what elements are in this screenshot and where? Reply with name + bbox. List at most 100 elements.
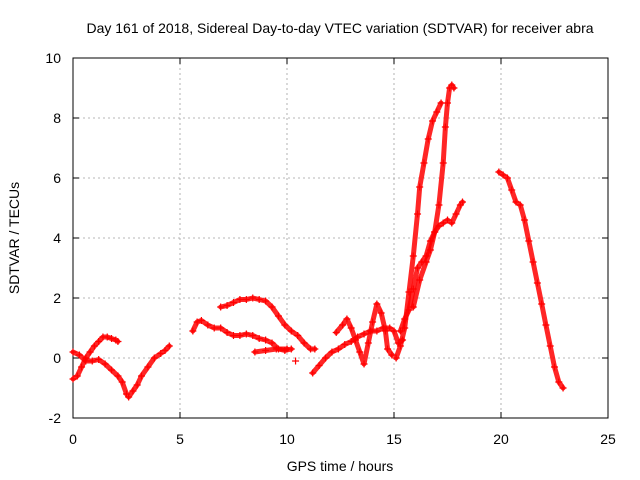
data-point	[503, 174, 511, 182]
data-point	[165, 342, 173, 350]
series-trace	[252, 346, 290, 355]
data-point	[416, 183, 424, 191]
data-point	[559, 384, 567, 392]
data-point	[396, 327, 404, 335]
data-point	[193, 318, 201, 326]
series-seg10	[396, 198, 466, 335]
data-point	[114, 338, 122, 345]
axis-ticks	[72, 57, 609, 419]
data-point	[255, 335, 263, 342]
data-point	[150, 354, 158, 362]
data-point	[101, 360, 109, 368]
data-point	[416, 276, 424, 284]
data-point	[508, 186, 516, 194]
data-point	[294, 332, 302, 339]
y-tick-label: 6	[53, 170, 61, 186]
data-point	[373, 300, 381, 308]
data-point	[347, 324, 355, 332]
data-point	[373, 327, 381, 335]
data-point	[95, 338, 103, 345]
data-point	[230, 332, 237, 339]
x-tick-label: 25	[600, 431, 616, 447]
data-point	[230, 299, 237, 306]
data-point	[360, 360, 368, 368]
y-tick-label: -2	[49, 410, 62, 426]
data-point	[551, 363, 558, 371]
data-point	[529, 258, 537, 266]
data-point	[292, 357, 300, 365]
data-point	[422, 258, 430, 266]
data-point	[108, 366, 116, 374]
data-point	[274, 312, 282, 320]
data-point	[351, 336, 359, 344]
y-tick-label: 8	[53, 110, 61, 126]
data-point	[108, 335, 116, 342]
data-point	[409, 303, 417, 311]
data-point	[255, 296, 263, 303]
data-point	[538, 300, 546, 308]
data-point	[268, 303, 276, 311]
data-point	[73, 372, 81, 380]
data-point	[217, 324, 225, 332]
data-point	[95, 356, 103, 363]
data-point	[364, 339, 372, 347]
data-point	[197, 317, 205, 324]
data-point	[499, 171, 507, 179]
data-point	[69, 375, 77, 383]
data-point	[189, 327, 197, 335]
data-point	[88, 357, 96, 365]
series-seg3	[189, 317, 295, 354]
data-point	[341, 341, 349, 348]
data-point	[439, 219, 447, 227]
series-seg4	[217, 294, 319, 353]
data-point	[339, 321, 347, 329]
data-point	[161, 347, 169, 354]
data-point	[287, 327, 295, 335]
data-point	[401, 315, 409, 323]
data-point	[525, 237, 533, 245]
data-point	[86, 348, 94, 356]
data-point	[332, 329, 340, 336]
series-seg5	[251, 345, 291, 356]
data-point	[420, 159, 428, 167]
data-point	[125, 393, 133, 401]
data-point	[386, 324, 394, 332]
data-point	[129, 387, 137, 395]
data-point	[429, 117, 437, 125]
data-point	[262, 297, 270, 305]
data-point	[236, 296, 244, 303]
chart-title: Day 161 of 2018, Sidereal Day-to-day VTE…	[86, 20, 593, 36]
data-point	[262, 347, 270, 354]
data-point	[396, 342, 404, 350]
data-point	[441, 123, 449, 131]
data-point	[309, 369, 317, 377]
data-point	[437, 99, 445, 107]
data-point	[450, 84, 458, 92]
data-point	[512, 198, 520, 206]
data-point	[223, 329, 231, 336]
data-series	[69, 81, 567, 401]
data-point	[384, 345, 392, 353]
data-point	[414, 264, 422, 272]
series-seg11	[409, 81, 458, 311]
data-point	[405, 306, 413, 314]
data-point	[322, 354, 330, 362]
data-point	[204, 321, 212, 329]
data-point	[133, 381, 141, 389]
data-point	[495, 168, 503, 176]
data-point	[69, 348, 77, 356]
series-trace	[496, 169, 566, 391]
data-point	[369, 318, 377, 326]
data-point	[409, 252, 417, 260]
x-tick-label: 15	[386, 431, 402, 447]
series-seg6	[292, 357, 300, 365]
data-point	[458, 198, 466, 206]
data-point	[392, 354, 400, 362]
series-trace	[218, 295, 318, 352]
data-point	[283, 345, 291, 353]
data-point	[448, 219, 456, 227]
data-point	[242, 330, 250, 338]
data-point	[542, 321, 550, 329]
data-point	[103, 333, 111, 341]
